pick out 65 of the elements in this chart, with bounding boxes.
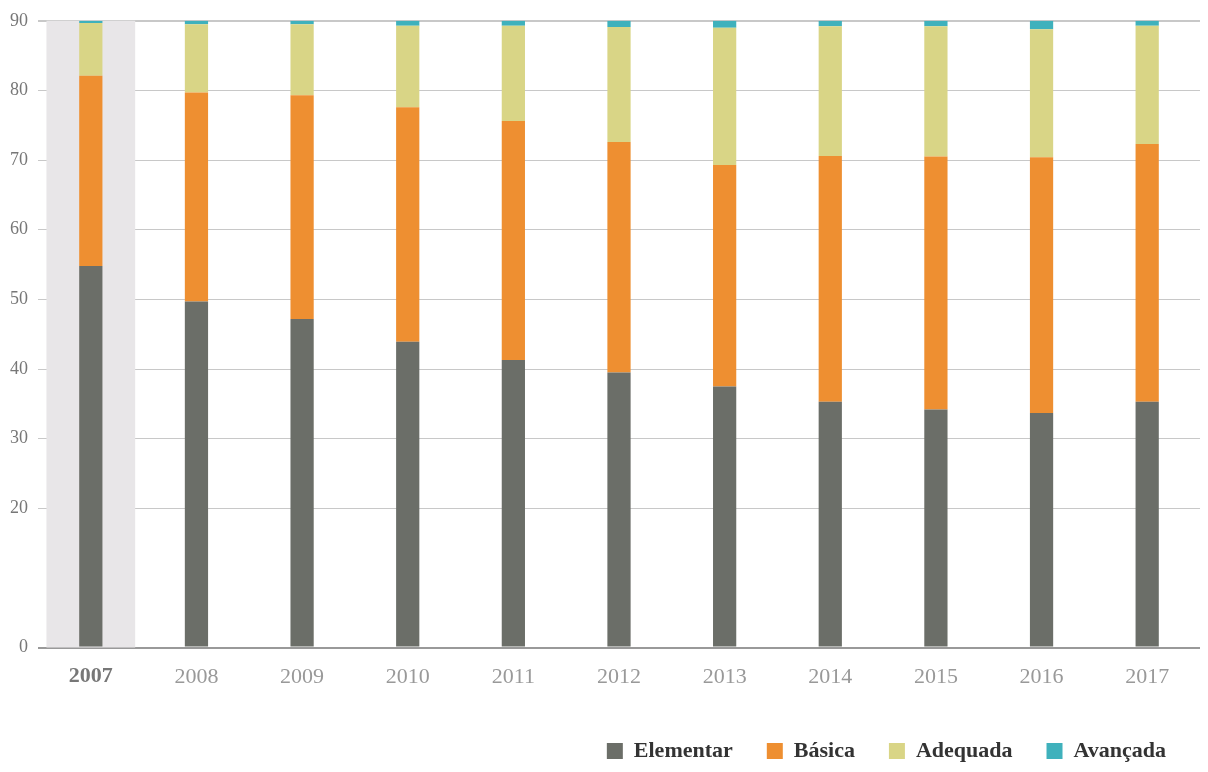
bar [396,107,420,342]
bar [924,20,948,27]
bar [290,318,314,647]
bar [924,409,948,647]
bar [79,22,103,76]
bar [607,20,631,28]
bar [924,26,948,157]
bar [818,155,842,402]
bar [184,301,209,647]
y-tick-label: 0 [19,636,28,657]
legend-label: Básica [793,736,855,762]
bar [290,24,314,96]
x-tick-label: 2009 [280,662,325,688]
bar [713,27,737,165]
x-tick-label: 2007 [68,662,113,688]
x-tick-label: 2017 [1125,662,1170,688]
y-tick-label: 20 [10,497,28,518]
x-tick-label: 2013 [702,662,747,688]
legend-label: Avançada [1073,736,1167,762]
legend-label: Adequada [915,736,1013,762]
bar [79,20,103,23]
x-tick-label: 2014 [808,662,853,688]
x-tick-label: 2010 [385,662,430,688]
bar [1135,20,1159,26]
bar [1029,157,1054,413]
bar [1135,25,1159,145]
bar [501,359,525,647]
x-tick-label: 2016 [1019,662,1064,688]
bar [79,75,103,266]
bar [396,25,420,108]
bar [1029,412,1054,647]
legend-label: Elementar [633,736,734,762]
y-tick-label: 80 [10,79,28,100]
y-tick-label: 40 [10,357,28,378]
bar [501,25,525,122]
bar [607,372,631,647]
y-tick-label: 70 [10,148,28,169]
bar [79,265,103,647]
y-tick-label: 50 [10,288,28,309]
bar [501,121,525,360]
bar [818,26,842,156]
bar [713,164,737,387]
x-tick-label: 2012 [597,662,641,688]
y-tick-label: 90 [10,9,28,30]
bar [290,95,314,319]
x-tick-label: 2011 [491,662,535,688]
bar [713,386,737,647]
bar [713,20,737,28]
x-tick-label: 2008 [174,662,219,688]
bar [607,27,631,142]
bar [1029,29,1054,158]
bar [184,92,209,302]
x-tick-label: 2015 [913,662,958,688]
y-tick-label: 30 [10,427,28,448]
y-tick-label: 60 [10,218,28,239]
bar [1029,20,1054,30]
bar [396,341,420,647]
bar [396,20,420,26]
bar [501,20,525,26]
bar [924,156,948,410]
bar [1135,401,1159,647]
bar [818,401,842,647]
bar [607,141,631,373]
bar [184,24,209,93]
bar [1135,144,1159,402]
